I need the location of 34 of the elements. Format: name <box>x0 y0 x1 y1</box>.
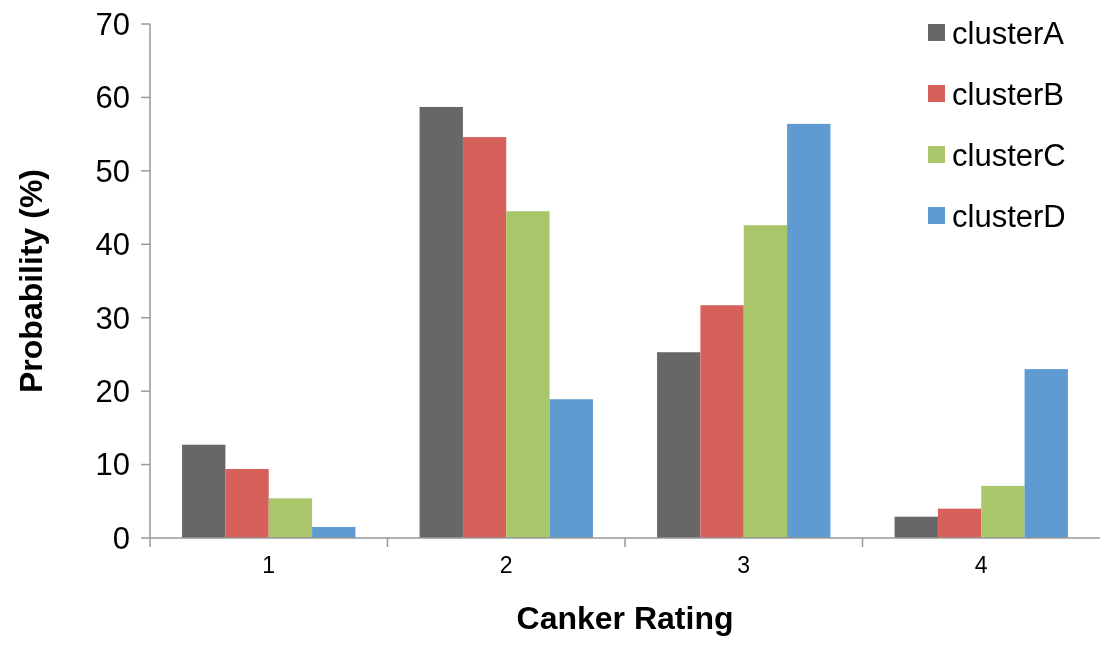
bar <box>1024 369 1068 538</box>
bar <box>743 225 788 538</box>
bar <box>981 485 1025 538</box>
y-axis-title: Probability (%) <box>13 168 49 394</box>
bar <box>462 137 507 538</box>
y-tick-label: 70 <box>95 6 130 42</box>
bar <box>657 352 701 538</box>
legend-label: clusterC <box>952 137 1066 173</box>
bar <box>787 123 831 538</box>
bar <box>268 498 313 538</box>
y-tick-label: 0 <box>112 520 130 556</box>
bar <box>894 516 938 538</box>
bar <box>549 399 593 538</box>
y-tick-label: 20 <box>95 373 130 409</box>
x-tick-label: 3 <box>737 552 751 578</box>
x-tick-label: 2 <box>499 552 513 578</box>
legend-label: clusterB <box>952 76 1064 112</box>
bar <box>419 106 463 538</box>
bar <box>937 508 982 538</box>
x-axis-title: Canker Rating <box>516 600 734 636</box>
y-tick-label: 30 <box>95 300 130 336</box>
y-tick-label: 10 <box>95 447 130 483</box>
bar <box>225 468 269 538</box>
legend-label: clusterA <box>952 15 1065 51</box>
bar <box>312 526 356 538</box>
y-tick-label: 50 <box>95 153 130 189</box>
y-tick-label: 40 <box>95 227 130 263</box>
x-tick-label: 1 <box>262 552 276 578</box>
x-tick-label: 4 <box>974 552 988 578</box>
bar <box>506 211 550 538</box>
y-tick-label: 60 <box>95 80 130 116</box>
legend-label: clusterD <box>952 198 1066 234</box>
bar <box>700 305 744 538</box>
bar <box>182 444 226 538</box>
